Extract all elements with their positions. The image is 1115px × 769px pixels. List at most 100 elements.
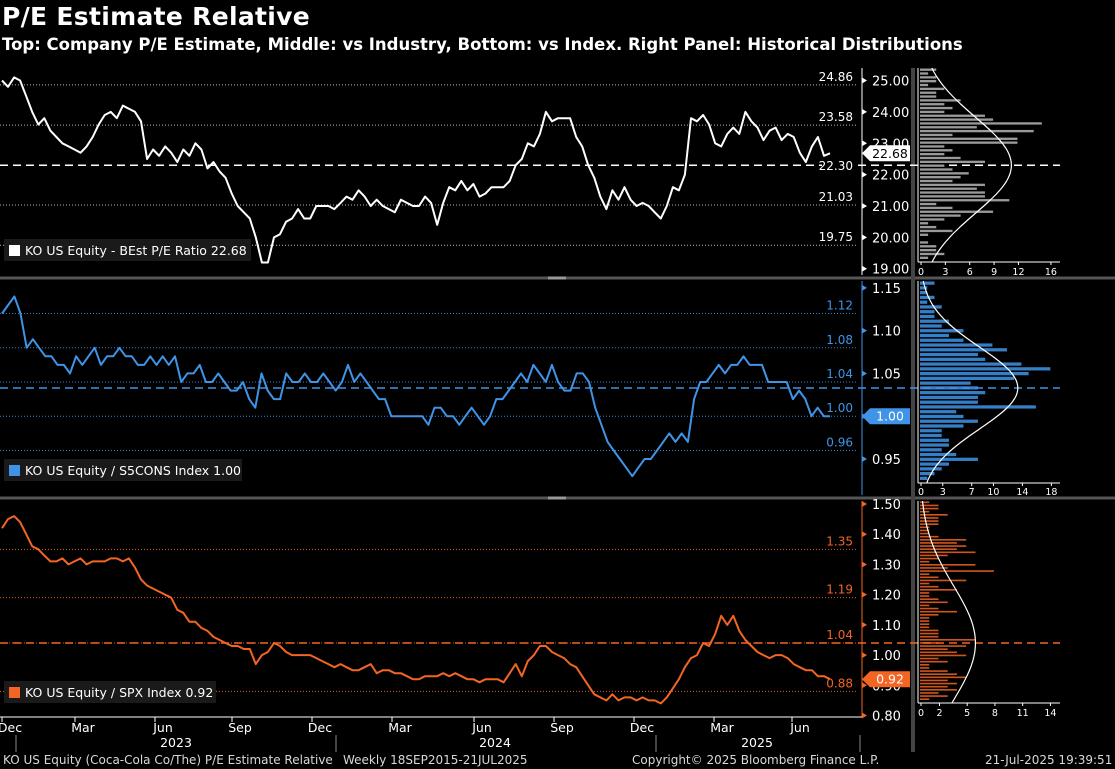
legend-text: KO US Equity / S5CONS Index 1.00 xyxy=(25,463,241,478)
hist-bar xyxy=(920,589,957,591)
hist-tick-label: 0 xyxy=(918,708,924,719)
hist-normal-curve xyxy=(922,280,1019,484)
legend-swatch xyxy=(9,687,20,698)
hist-bar xyxy=(920,91,937,94)
chart-canvas: 24.8623.5821.0319.7522.3025.0024.0023.00… xyxy=(0,67,1115,752)
hist-bar xyxy=(920,156,961,160)
sd-level-label: 19.75 xyxy=(819,230,853,244)
y-tick-mark xyxy=(862,108,867,115)
y-tick-mark xyxy=(862,265,867,272)
hist-bar xyxy=(920,607,939,610)
hist-bar xyxy=(920,467,942,471)
chart-title: P/E Estimate Relative xyxy=(2,2,310,31)
hist-bar xyxy=(920,443,949,447)
hist-bar xyxy=(920,367,1051,371)
hist-bar xyxy=(920,617,930,619)
mean-label: 22.30 xyxy=(819,159,853,173)
footer-copyright: Copyright© 2025 Bloomberg Finance L.P. xyxy=(632,753,880,767)
y-tick-label: 19.00 xyxy=(872,263,909,278)
hist-bar xyxy=(920,424,964,428)
hist-bar xyxy=(920,573,930,575)
hist-bar xyxy=(920,462,949,466)
hist-bar xyxy=(920,551,976,554)
hist-tick-label: 0 xyxy=(918,267,924,278)
hist-bar xyxy=(920,248,937,252)
sd-level-label: 24.86 xyxy=(819,70,853,84)
x-year-label: 2025 xyxy=(741,735,773,750)
hist-bar xyxy=(920,517,939,519)
hist-bar xyxy=(920,76,937,79)
y-tick-mark xyxy=(862,171,867,178)
y-tick-label: 1.40 xyxy=(872,528,901,543)
hist-bar xyxy=(920,183,985,187)
x-tick-label: Dec xyxy=(630,720,654,735)
x-tick-label: Mar xyxy=(71,720,95,735)
hist-bar xyxy=(920,210,994,213)
legend-text: KO US Equity / SPX Index 0.92 xyxy=(25,685,213,700)
hist-bar xyxy=(920,623,930,625)
hist-bar xyxy=(920,103,945,106)
hist-bar xyxy=(920,448,942,452)
hist-bar xyxy=(920,610,957,613)
hist-tick-label: 14 xyxy=(1016,487,1028,498)
sd-level-label: 1.12 xyxy=(826,299,853,313)
hist-bar xyxy=(920,501,930,504)
hist-bar xyxy=(920,187,977,190)
hist-tick-label: 2 xyxy=(936,708,942,719)
hist-bar xyxy=(920,542,957,544)
hist-bar xyxy=(920,152,945,156)
hist-bar xyxy=(920,191,985,194)
legend-swatch xyxy=(9,465,20,476)
hist-bar xyxy=(920,626,930,629)
hist-bar xyxy=(920,310,935,314)
hist-bar xyxy=(920,195,985,198)
hist-bar xyxy=(920,601,948,604)
hist-bar xyxy=(920,295,935,300)
y-tick-mark xyxy=(862,652,867,659)
legend-box xyxy=(4,459,242,481)
x-year-label: 2024 xyxy=(479,735,511,750)
hist-bar xyxy=(920,654,967,657)
hist-bar xyxy=(920,504,939,507)
hist-bar xyxy=(920,529,930,532)
hist-bar xyxy=(920,452,957,457)
hist-bar xyxy=(920,395,978,400)
hist-bar xyxy=(920,405,1036,409)
hist-tick-label: 3 xyxy=(942,267,948,278)
hist-bar xyxy=(920,314,935,319)
y-tick-mark xyxy=(862,621,867,628)
hist-bar xyxy=(920,80,937,83)
hist-bar xyxy=(920,145,945,148)
hist-bar xyxy=(920,256,929,259)
hist-bar xyxy=(920,149,953,152)
y-tick-label: 1.10 xyxy=(872,619,901,634)
hist-bar xyxy=(920,110,945,114)
hist-bar xyxy=(920,319,949,323)
hist-bar xyxy=(920,126,977,129)
hist-bar xyxy=(920,667,930,669)
hist-bar xyxy=(920,168,953,171)
y-tick-label: 1.10 xyxy=(872,325,901,340)
last-value-tag xyxy=(862,145,910,162)
y-tick-mark xyxy=(862,591,867,598)
hist-tick-label: 8 xyxy=(992,708,998,719)
hist-normal-curve xyxy=(931,67,1013,263)
hist-tick-label: 5 xyxy=(964,708,970,719)
last-value-label: 0.92 xyxy=(876,672,904,687)
panel-separator-grip-1 xyxy=(548,496,566,500)
sd-level-label: 1.00 xyxy=(826,401,853,415)
hist-bar xyxy=(920,376,1015,380)
hist-bar xyxy=(920,281,935,285)
sd-level-label: 1.08 xyxy=(826,333,853,347)
sd-level-label: 1.35 xyxy=(826,534,853,548)
hist-bar xyxy=(920,670,948,672)
sd-level-label: 1.04 xyxy=(826,367,853,381)
y-tick-label: 1.05 xyxy=(872,367,901,382)
hist-bar xyxy=(920,645,967,647)
x-tick-label: Dec xyxy=(0,720,22,735)
x-tick-label: Dec xyxy=(308,720,332,735)
hist-bar xyxy=(920,141,1018,144)
hist-bar xyxy=(920,592,930,594)
hist-tick-label: 9 xyxy=(991,267,997,278)
hist-bar xyxy=(920,664,930,666)
